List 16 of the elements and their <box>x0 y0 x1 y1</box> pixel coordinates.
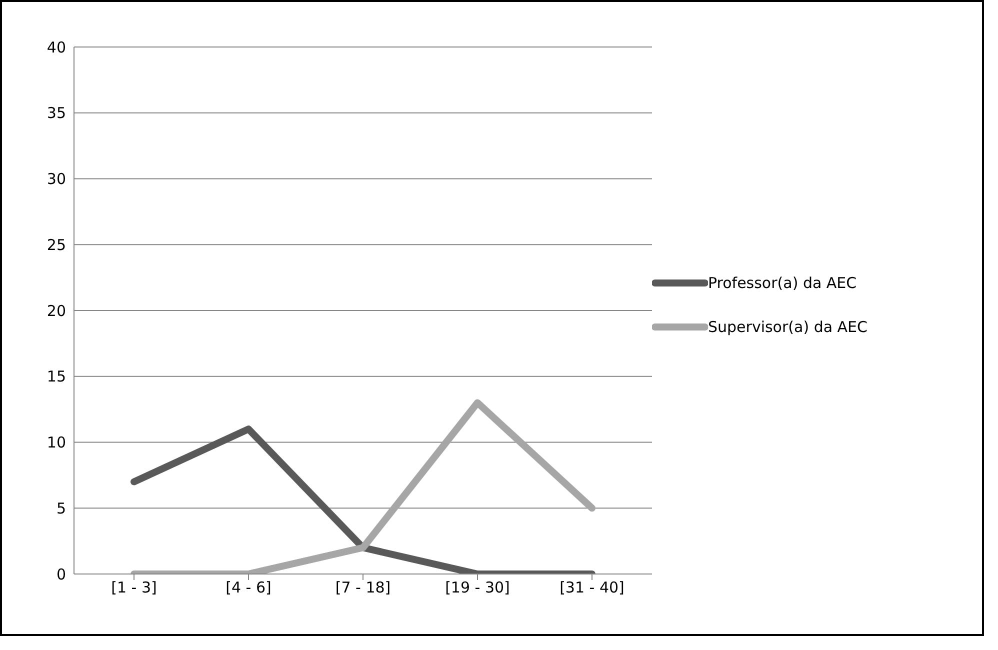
x-tick-label: [1 - 3] <box>111 578 157 597</box>
y-tick-label: 40 <box>46 38 66 56</box>
y-tick-label: 5 <box>56 499 66 518</box>
x-tick-label: [19 - 30] <box>445 578 510 597</box>
y-tick-label: 10 <box>46 434 66 452</box>
y-tick-label: 15 <box>46 368 66 386</box>
legend-label: Professor(a) da AEC <box>708 274 857 292</box>
x-tick-label: [4 - 6] <box>226 578 272 597</box>
y-tick-label: 35 <box>46 104 66 122</box>
y-tick-label: 20 <box>46 302 66 320</box>
y-tick-label: 30 <box>46 170 66 188</box>
legend-label: Supervisor(a) da AEC <box>708 318 868 336</box>
x-tick-label: [7 - 18] <box>335 578 391 597</box>
y-tick-label: 0 <box>56 565 66 584</box>
y-tick-label: 25 <box>46 236 66 254</box>
x-tick-label: [31 - 40] <box>560 578 624 597</box>
